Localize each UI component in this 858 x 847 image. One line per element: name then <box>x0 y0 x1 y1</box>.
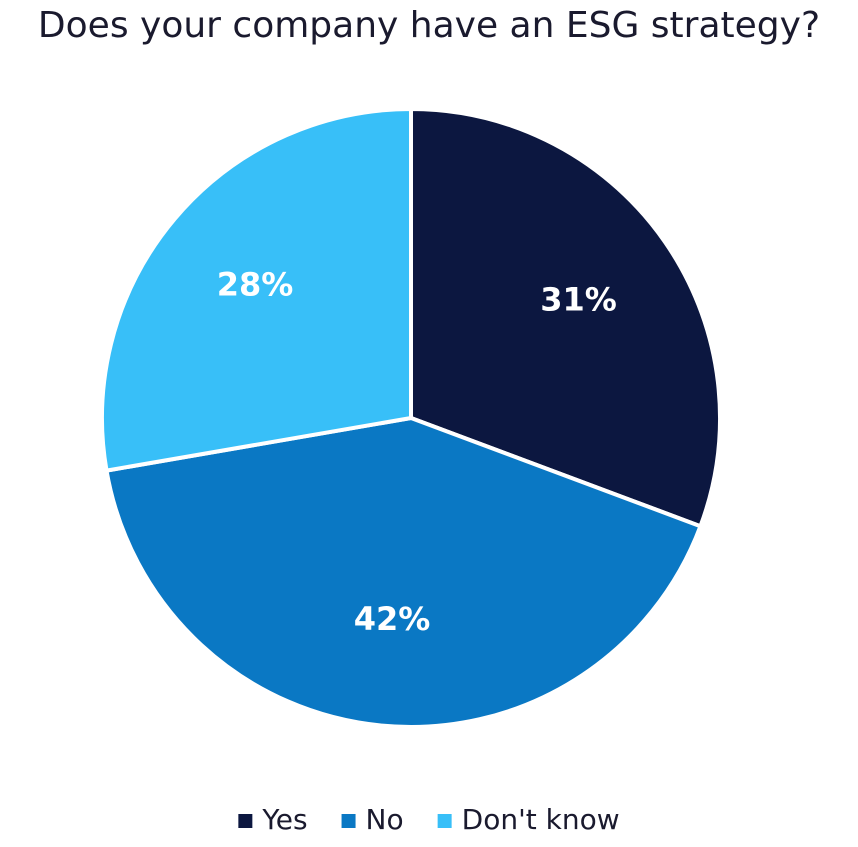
data-label: 31% <box>540 281 617 319</box>
legend-item: Don't know <box>437 803 620 836</box>
data-label: 28% <box>217 266 294 304</box>
legend-label: No <box>366 803 404 836</box>
pie-slice <box>104 416 703 729</box>
legend-swatch <box>238 814 253 828</box>
legend: Yes No Don't know <box>238 803 620 836</box>
data-label: 42% <box>354 600 431 638</box>
pie-slice <box>409 107 722 529</box>
legend-label: Yes <box>261 803 307 836</box>
chart-title: Does your company have an ESG strategy? <box>38 5 820 46</box>
legend-swatch <box>437 814 452 828</box>
pie-slice <box>100 107 413 473</box>
legend-item: No <box>341 803 404 836</box>
legend-item: Yes <box>238 803 308 836</box>
legend-label: Don't know <box>462 803 620 836</box>
legend-swatch <box>341 814 356 828</box>
